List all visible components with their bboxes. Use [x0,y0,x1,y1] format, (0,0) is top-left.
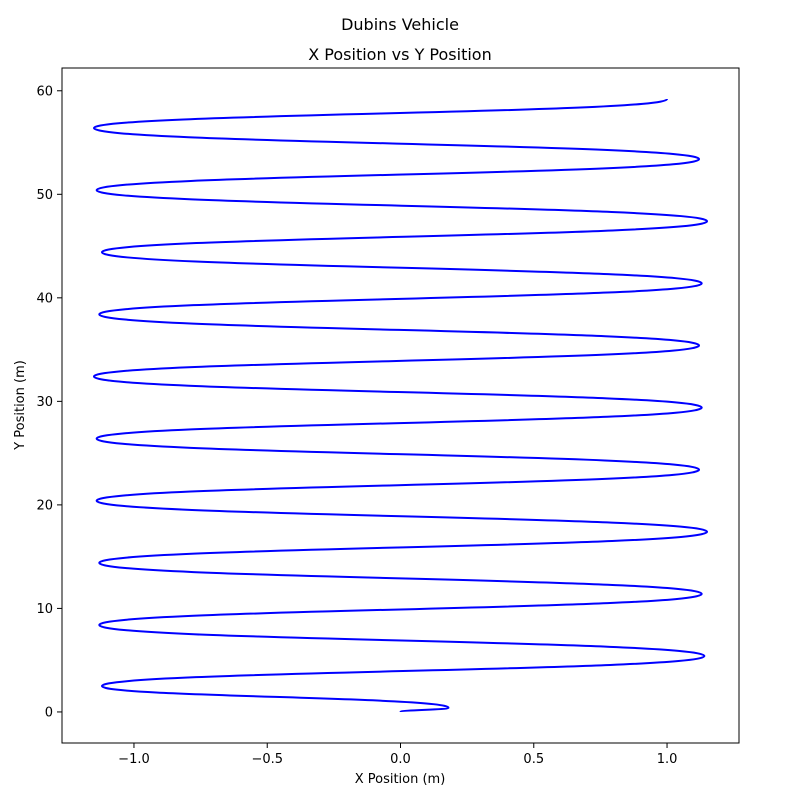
x-tick-label: −1.0 [118,752,150,767]
y-tick-label: 0 [45,705,53,720]
x-tick-label: 1.0 [657,752,678,767]
series-layer [92,98,709,713]
y-tick-label: 40 [36,291,53,306]
plot-frame [61,67,740,744]
y-tick-label: 10 [36,602,53,617]
x-tick-label: 0.5 [523,752,544,767]
x-tick-label: −0.5 [251,752,283,767]
figure-suptitle: Dubins Vehicle [341,15,459,34]
y-tick-label: 30 [36,395,53,410]
x-axis-label: X Position (m) [355,772,446,787]
y-axis-label: Y Position (m) [13,360,28,451]
x-tick-label: 0.0 [390,752,411,767]
y-tick-label: 20 [36,498,53,513]
chart-title: X Position vs Y Position [308,45,491,64]
y-tick-label: 50 [36,188,53,203]
y-tick-label: 60 [36,84,53,99]
series-line-0 [92,98,709,713]
x-axis-ticks: −1.0 −0.5 0.0 0.5 1.0 [118,743,677,767]
y-axis-ticks: 0 10 20 30 40 50 60 [36,84,62,720]
